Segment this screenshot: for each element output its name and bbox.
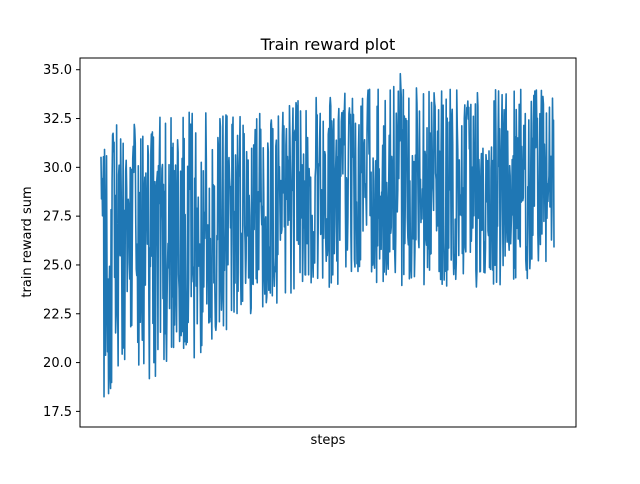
y-tick-label-4: 27.5: [43, 210, 72, 225]
y-axis-label: train reward sum: [20, 186, 35, 297]
y-tick-label-5: 30.0: [43, 161, 72, 176]
plot-frame: [79, 57, 577, 428]
chart-title: Train reward plot: [260, 35, 396, 54]
series-line-train-reward: [100, 72, 555, 398]
y-axis-ticks: 17.5 20.0 22.5 25.0 27.5 30.0 32.5 35.0: [43, 63, 80, 420]
y-tick-label-1: 20.0: [43, 356, 72, 371]
y-tick-label-7: 35.0: [43, 63, 72, 78]
series-layer: [100, 72, 555, 398]
y-tick-label-0: 17.5: [43, 405, 72, 420]
x-axis-label: steps: [311, 433, 346, 448]
y-tick-label-2: 22.5: [43, 307, 72, 322]
y-tick-label-3: 25.0: [43, 258, 72, 273]
y-tick-label-6: 32.5: [43, 112, 72, 127]
